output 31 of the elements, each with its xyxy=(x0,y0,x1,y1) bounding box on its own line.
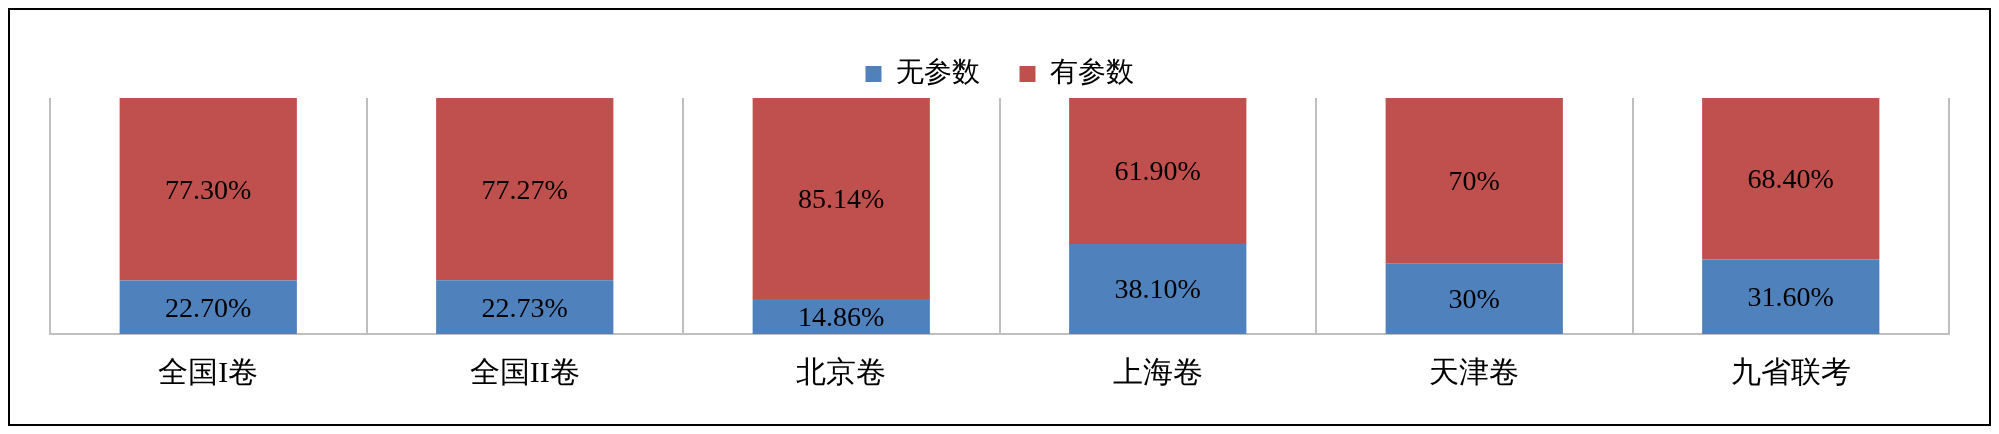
bar xyxy=(1385,98,1563,264)
x-tick-label: 北京卷 xyxy=(796,354,887,388)
data-label: 22.73% xyxy=(481,291,568,323)
bar xyxy=(436,98,614,281)
bar xyxy=(436,280,614,334)
x-tick-label: 天津卷 xyxy=(1429,354,1520,388)
data-label: 14.86% xyxy=(798,300,885,332)
bar xyxy=(119,98,297,281)
bar xyxy=(1069,98,1247,245)
data-label: 31.60% xyxy=(1747,281,1834,313)
data-label: 70% xyxy=(1448,164,1500,196)
data-label: 30% xyxy=(1448,282,1500,314)
bar xyxy=(119,280,297,334)
bar xyxy=(1069,244,1247,334)
data-label: 38.10% xyxy=(1114,273,1201,305)
data-label: 22.70% xyxy=(165,291,252,323)
x-tick-label: 全国I卷 xyxy=(158,354,259,388)
data-label: 61.90% xyxy=(1114,155,1201,187)
data-label: 85.14% xyxy=(798,182,885,214)
legend-label: 无参数 xyxy=(895,55,980,89)
x-tick-label: 全国II卷 xyxy=(469,354,580,388)
data-label: 77.27% xyxy=(481,173,568,205)
x-tick-label: 上海卷 xyxy=(1112,354,1203,388)
data-label: 68.40% xyxy=(1747,163,1834,195)
bar xyxy=(1702,98,1880,260)
bar xyxy=(752,98,930,299)
x-tick-label: 九省联考 xyxy=(1730,354,1851,388)
legend-label: 有参数 xyxy=(1049,55,1134,89)
bar xyxy=(1385,263,1563,334)
data-label: 77.30% xyxy=(165,173,252,205)
bar xyxy=(1702,259,1880,334)
